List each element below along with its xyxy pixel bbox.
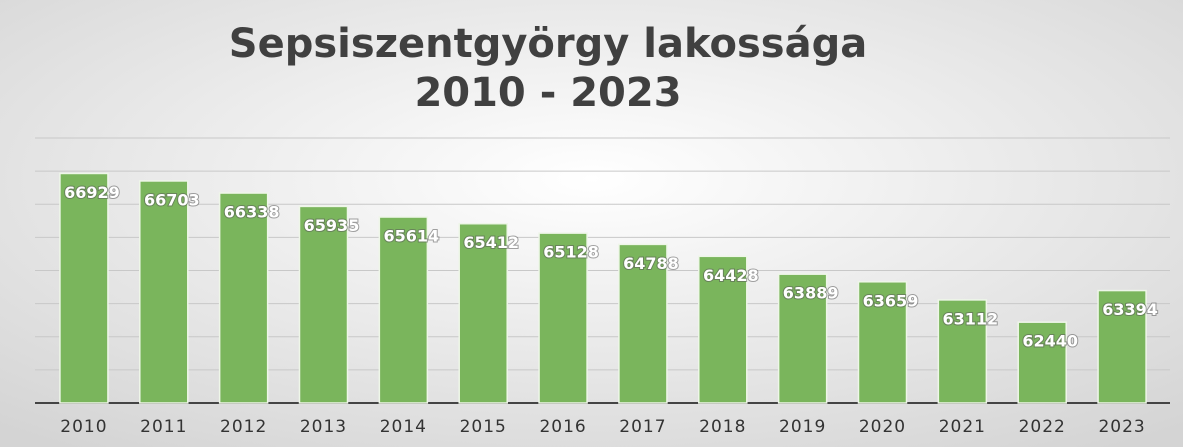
x-tick-label: 2015: [460, 417, 507, 437]
data-label: 65935: [304, 216, 360, 235]
data-label: 63659: [863, 291, 919, 310]
x-tick-label: 2023: [1098, 417, 1145, 437]
chart-title: Sepsiszentgyörgy lakossága: [229, 21, 867, 67]
x-tick-label: 2010: [60, 417, 107, 437]
bar: [59, 172, 109, 404]
x-tick-label: 2019: [779, 417, 826, 437]
data-label: 66338: [224, 203, 280, 222]
x-tick-label: 2017: [619, 417, 666, 437]
data-label: 65412: [463, 233, 519, 252]
data-label: 63112: [943, 309, 999, 328]
data-label: 66703: [144, 190, 200, 209]
data-label: 64428: [703, 266, 759, 285]
data-label: 66929: [64, 183, 120, 202]
bar: [139, 180, 189, 404]
bar: [538, 232, 588, 404]
bar: [698, 255, 748, 404]
x-tick-label: 2014: [380, 417, 427, 437]
x-tick-label: 2020: [859, 417, 906, 437]
bar: [1097, 289, 1147, 404]
data-label: 65614: [384, 227, 440, 246]
bar: [378, 216, 429, 404]
bar: [777, 273, 828, 404]
bar: [618, 243, 668, 404]
x-tick-label: 2018: [699, 417, 746, 437]
bar: [1017, 321, 1067, 404]
x-tick-label: 2016: [539, 417, 586, 437]
data-label: 63889: [783, 284, 839, 303]
x-tick-label: 2012: [220, 417, 267, 437]
bar: [218, 192, 269, 404]
x-tick-label: 2013: [300, 417, 347, 437]
bar: [857, 281, 908, 404]
bar: [937, 299, 988, 404]
bar: [458, 222, 508, 404]
data-label: 63394: [1102, 300, 1158, 319]
bar: [298, 205, 349, 404]
x-tick-label: 2021: [939, 417, 986, 437]
x-tick-label: 2022: [1019, 417, 1066, 437]
data-label: 65128: [543, 243, 599, 262]
data-label: 62440: [1022, 332, 1078, 351]
x-tick-label: 2011: [140, 417, 187, 437]
data-label: 64788: [623, 254, 679, 273]
chart-subtitle: 2010 - 2023: [414, 70, 681, 116]
